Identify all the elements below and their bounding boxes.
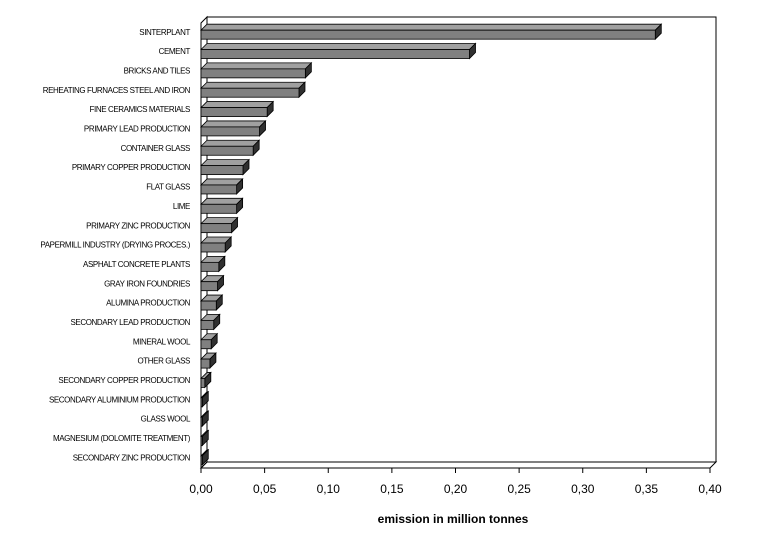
bar: [200, 145, 254, 156]
bar-top: [200, 120, 267, 128]
x-tick-label: 0,35: [635, 482, 659, 496]
y-tick-label: BRICKS AND TILES: [124, 66, 190, 75]
bar: [200, 261, 220, 272]
y-tick-label: PRIMARY ZINC PRODUCTION: [86, 221, 190, 230]
y-tick-label: SECONDARY COPPER PRODUCTION: [58, 376, 190, 385]
x-tick-label: 0,00: [189, 482, 213, 496]
y-tick-label: FLAT GLASS: [146, 183, 190, 192]
bar: [200, 184, 238, 195]
bar: [200, 165, 244, 176]
y-tick-label: REHEATING FURNACES STEEL AND IRON: [43, 86, 191, 95]
bar: [200, 49, 470, 59]
bar: [200, 397, 203, 408]
y-tick-label: LIME: [173, 202, 190, 211]
y-tick-label: OTHER GLASS: [137, 357, 190, 366]
y-tick-label: PAPERMILL INDUSTRY (DRYING PROCES.): [40, 241, 190, 250]
bar: [200, 87, 300, 98]
y-tick-label: SECONDARY ALUMINIUM PRODUCTION: [49, 395, 191, 404]
bar-top: [200, 178, 244, 186]
bar: [200, 203, 238, 214]
bar: [200, 358, 211, 369]
bar-top: [200, 159, 250, 167]
bar: [200, 281, 218, 292]
bar-top: [200, 139, 261, 147]
bar: [200, 223, 232, 234]
y-tick-label: CONTAINER GLASS: [121, 144, 190, 153]
x-tick-label: 0,30: [571, 482, 595, 496]
bar-top: [200, 81, 306, 89]
bar: [200, 416, 203, 427]
bar: [200, 300, 217, 311]
y-tick-label: CEMENT: [159, 47, 191, 56]
bar: [200, 378, 206, 388]
x-tick-label: 0,40: [698, 482, 722, 496]
y-tick-label: SECONDARY ZINC PRODUCTION: [73, 453, 191, 462]
bar-top: [200, 62, 313, 70]
y-tick-label: MAGNESIUM (DOLOMITE TREATMENT): [53, 434, 191, 443]
y-tick-label: ALUMINA PRODUCTION: [106, 299, 191, 308]
y-tick-label: MINERAL WOOL: [133, 337, 191, 346]
y-tick-label: GRAY IRON FOUNDRIES: [104, 279, 190, 288]
y-tick-label: FINE CERAMICS MATERIALS: [90, 105, 191, 114]
y-tick-label: SECONDARY LEAD PRODUCTION: [70, 318, 190, 327]
floor: [199, 461, 718, 469]
bar: [200, 455, 203, 466]
bar: [200, 68, 306, 79]
bar: [200, 436, 203, 446]
x-tick-label: 0,10: [317, 482, 341, 496]
y-tick-label: GLASS WOOL: [141, 415, 191, 424]
bar: [200, 107, 268, 117]
bar: [200, 29, 656, 40]
bar-top: [200, 23, 663, 31]
bar-top: [200, 197, 244, 205]
bar: [200, 126, 260, 137]
bar-top: [200, 43, 477, 50]
bar: [200, 242, 226, 253]
bar-top: [200, 101, 275, 108]
y-tick-label: ASPHALT CONCRETE PLANTS: [83, 260, 190, 269]
y-tick-label: PRIMARY COPPER PRODUCTION: [72, 163, 191, 172]
bar: [200, 339, 212, 350]
left-wall: [200, 15, 208, 470]
y-tick-label: PRIMARY LEAD PRODUCTION: [84, 125, 191, 134]
y-tick-label: SINTERPLANT: [139, 28, 190, 37]
x-axis-title: emission in million tonnes: [378, 512, 529, 526]
x-tick-label: 0,05: [253, 482, 277, 496]
x-tick-label: 0,25: [507, 482, 531, 496]
x-tick-label: 0,15: [380, 482, 404, 496]
x-tick-label: 0,20: [444, 482, 468, 496]
bar: [200, 319, 215, 330]
